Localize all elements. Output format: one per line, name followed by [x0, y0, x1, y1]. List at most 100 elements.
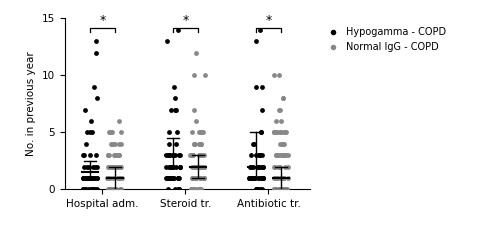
- Point: [82, 142, 90, 146]
- Point: [258, 176, 266, 180]
- Point: [166, 165, 174, 168]
- Point: [92, 188, 100, 191]
- Point: [278, 188, 285, 191]
- Point: [278, 142, 286, 146]
- Point: [248, 176, 256, 180]
- Point: [92, 153, 100, 157]
- Point: [186, 188, 194, 191]
- Point: [88, 188, 96, 191]
- Point: [105, 153, 113, 157]
- Point: [104, 176, 112, 180]
- Point: [188, 153, 196, 157]
- Point: [199, 131, 207, 134]
- Point: [280, 176, 288, 180]
- Point: [258, 165, 266, 168]
- Point: [112, 153, 120, 157]
- Point: [165, 131, 173, 134]
- Point: [270, 165, 278, 168]
- Point: [175, 153, 183, 157]
- Point: [196, 131, 204, 134]
- Point: [196, 176, 204, 180]
- Point: [90, 85, 98, 89]
- Point: [170, 85, 177, 89]
- Point: [252, 85, 260, 89]
- Point: [276, 131, 284, 134]
- Point: [116, 176, 124, 180]
- Point: [80, 153, 88, 157]
- Point: [188, 165, 196, 168]
- Point: [192, 165, 200, 168]
- Point: [250, 176, 258, 180]
- Point: [109, 188, 117, 191]
- Point: [284, 176, 292, 180]
- Point: [81, 176, 89, 180]
- Point: [274, 176, 282, 180]
- Point: [90, 176, 98, 180]
- Point: [280, 142, 288, 146]
- Point: [278, 188, 286, 191]
- Point: [174, 176, 182, 180]
- Point: [192, 51, 200, 55]
- Point: [176, 165, 184, 168]
- Point: [88, 176, 96, 180]
- Point: [168, 176, 175, 180]
- Point: [79, 176, 87, 180]
- Point: [273, 131, 281, 134]
- Point: [118, 131, 126, 134]
- Point: [117, 188, 125, 191]
- Point: [275, 131, 283, 134]
- Point: [200, 176, 207, 180]
- Point: [250, 176, 258, 180]
- Point: [194, 142, 202, 146]
- Point: [247, 176, 255, 180]
- Point: [190, 165, 198, 168]
- Point: [93, 96, 101, 100]
- Point: [92, 188, 100, 191]
- Point: [278, 153, 285, 157]
- Point: [167, 108, 175, 112]
- Point: [172, 165, 180, 168]
- Point: [270, 165, 278, 168]
- Point: [252, 188, 260, 191]
- Point: [104, 165, 112, 168]
- Point: [277, 131, 285, 134]
- Point: [196, 153, 204, 157]
- Point: [192, 165, 200, 168]
- Point: [197, 142, 205, 146]
- Point: [271, 188, 279, 191]
- Point: [190, 142, 198, 146]
- Point: [252, 40, 260, 43]
- Point: [247, 165, 255, 168]
- Point: [166, 165, 173, 168]
- Point: [80, 176, 88, 180]
- Point: [190, 176, 198, 180]
- Point: [79, 153, 87, 157]
- Point: [195, 188, 203, 191]
- Point: [162, 165, 170, 168]
- Point: [86, 131, 94, 134]
- Point: [89, 188, 97, 191]
- Point: [270, 188, 278, 191]
- Point: [260, 165, 268, 168]
- Point: [165, 153, 173, 157]
- Point: [92, 51, 100, 55]
- Point: [254, 165, 262, 168]
- Point: [93, 176, 101, 180]
- Point: [279, 176, 287, 180]
- Point: [173, 131, 181, 134]
- Point: [168, 176, 176, 180]
- Point: [278, 188, 285, 191]
- Point: [175, 188, 183, 191]
- Point: [284, 165, 292, 168]
- Point: [284, 153, 292, 157]
- Point: [189, 153, 197, 157]
- Text: *: *: [99, 14, 105, 27]
- Point: [86, 176, 94, 180]
- Point: [192, 119, 200, 123]
- Point: [196, 165, 204, 168]
- Point: [275, 74, 283, 77]
- Point: [92, 176, 100, 180]
- Point: [196, 188, 204, 191]
- Point: [190, 188, 198, 191]
- Point: [283, 188, 291, 191]
